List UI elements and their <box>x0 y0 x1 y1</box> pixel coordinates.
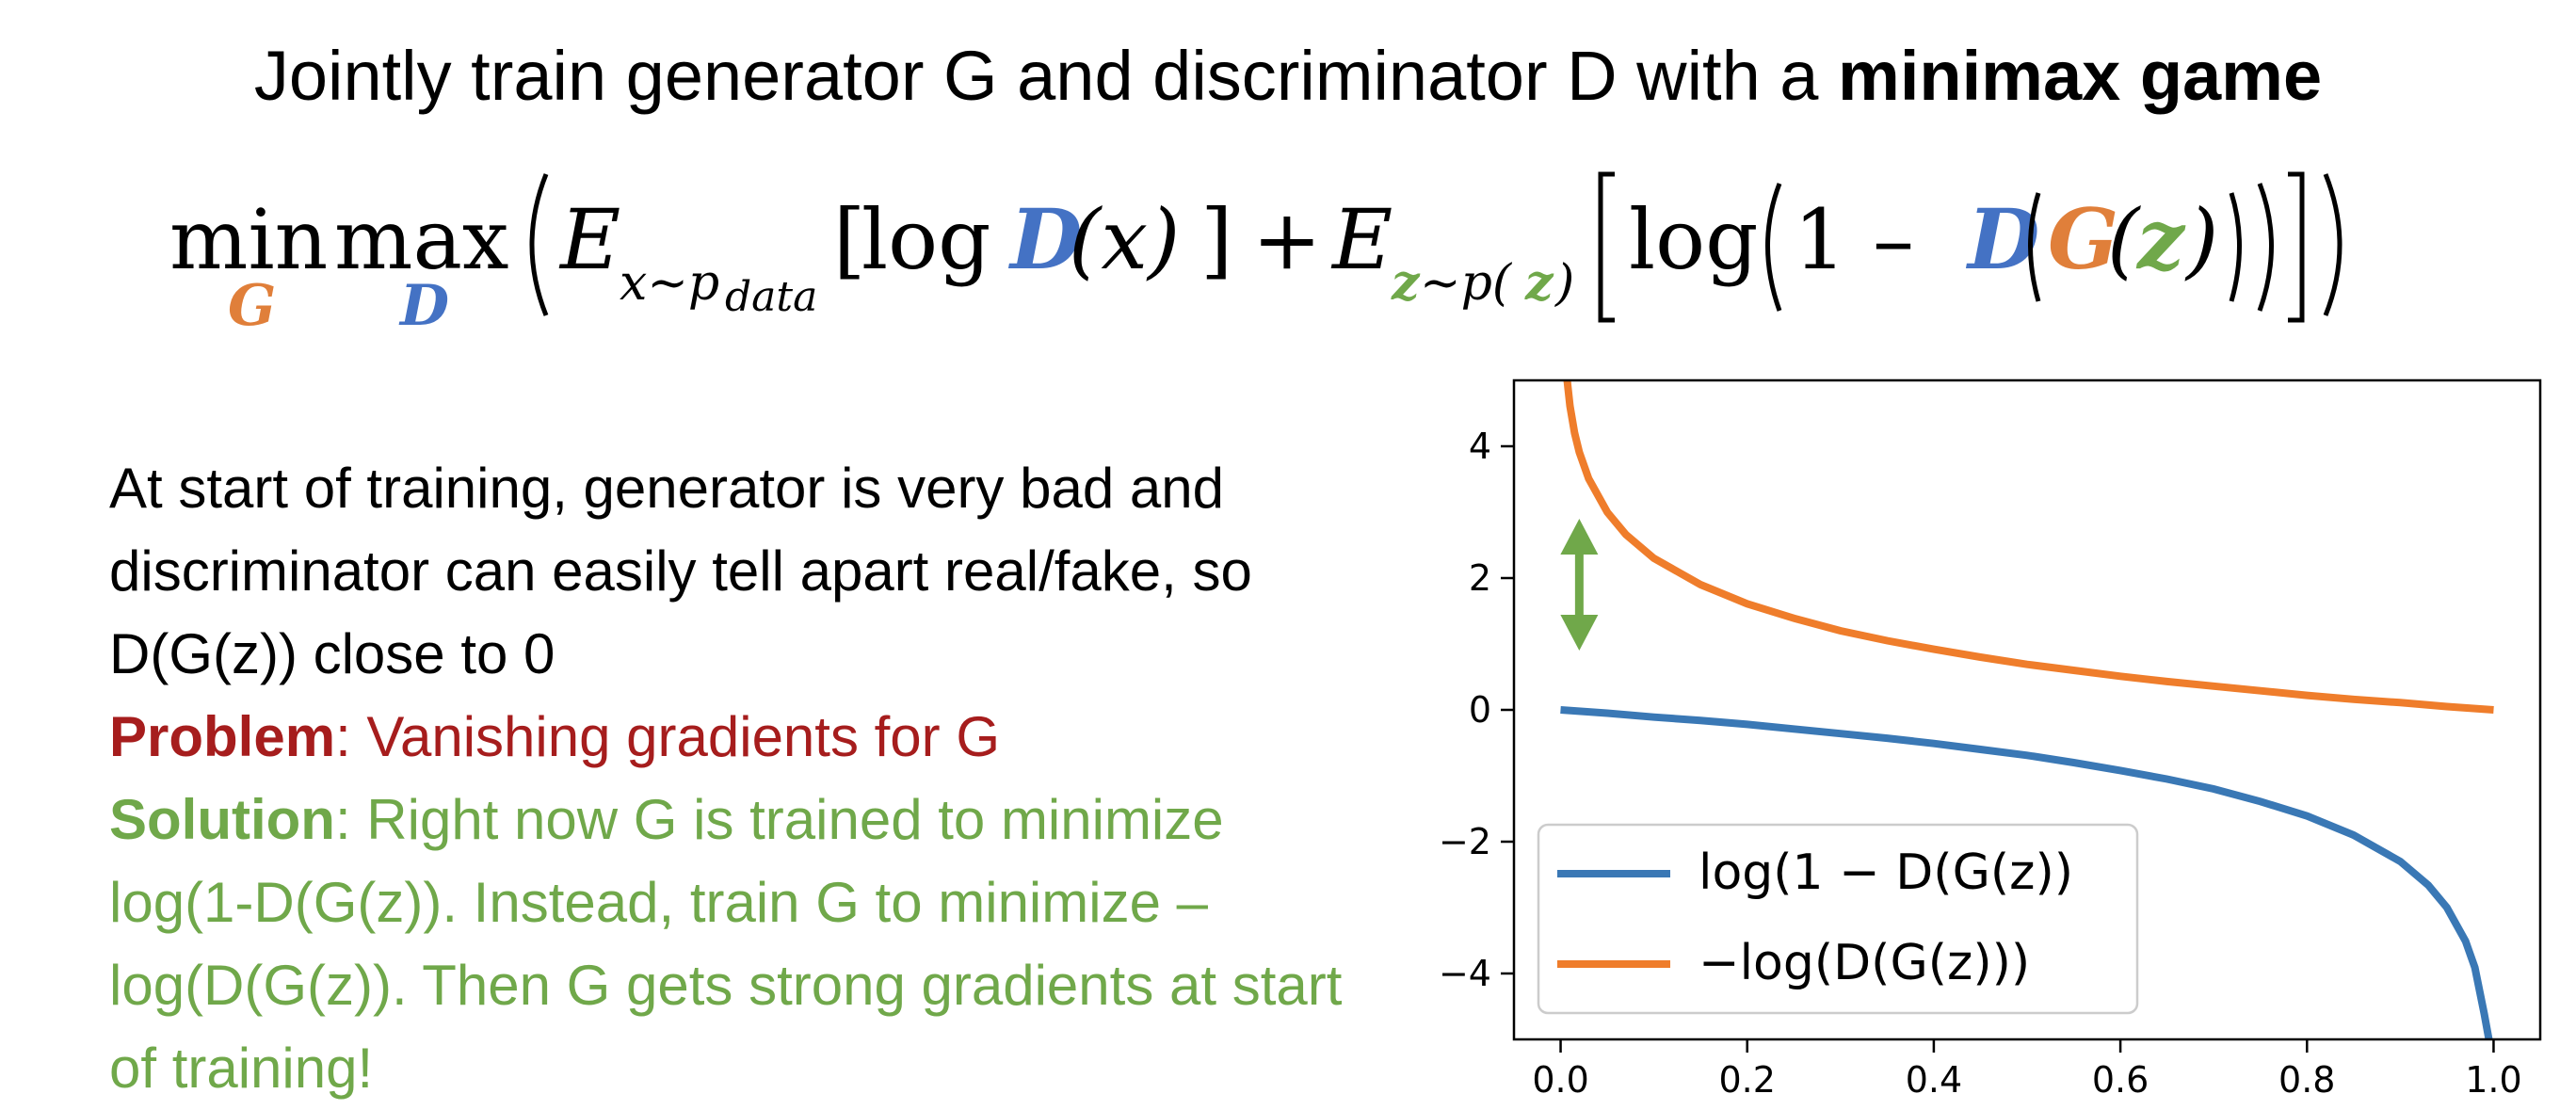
expectation-1: E <box>558 191 620 288</box>
formula-x: (x) <box>1069 191 1180 288</box>
expectation-2-sub-z: z <box>1391 254 1421 312</box>
series-line-1 <box>1563 380 2494 714</box>
slide-title: Jointly train generator G and discrimina… <box>0 36 2576 116</box>
x-tick-label: 1.0 <box>2465 1059 2521 1098</box>
formula-max-sub-d: D <box>398 273 449 339</box>
formula-min-sub-g: G <box>228 273 276 339</box>
y-tick-label: 0 <box>1469 689 1491 731</box>
formula-plus: + <box>1252 191 1322 288</box>
explanation-text: At start of training, generator is very … <box>109 447 1361 1110</box>
x-tick-label: 0.2 <box>1719 1059 1776 1098</box>
g-paren-open: ( <box>2107 191 2141 288</box>
expectation-1-sub-data: data <box>725 273 817 321</box>
formula-log-1: log <box>861 191 990 288</box>
solution-text: : Right now G is trained to minimize log… <box>109 788 1343 1100</box>
expectation-2: E <box>1330 191 1393 288</box>
legend-box <box>1537 823 2139 1015</box>
formula-z: z <box>2135 190 2186 288</box>
solution-paragraph: Solution: Right now G is trained to mini… <box>109 779 1361 1110</box>
expectation-1-sub: x~p <box>620 255 719 312</box>
legend-label-0: log(1 − D(G(z)) <box>1699 845 2073 901</box>
formula-log-2: log <box>1629 191 1758 288</box>
gap-arrow-head-up <box>1560 519 1599 555</box>
formula-d-2: D <box>1965 190 2039 288</box>
formula-d-1: D <box>1007 190 1082 288</box>
x-tick-label: 0.0 <box>1532 1059 1588 1098</box>
y-tick-label: −4 <box>1439 953 1491 994</box>
formula-g: G <box>2048 190 2118 288</box>
bracket-1-open: [ <box>833 191 865 288</box>
y-tick-label: 4 <box>1469 426 1491 467</box>
intro-paragraph: At start of training, generator is very … <box>109 457 1252 685</box>
log-paren-open <box>1765 183 1782 312</box>
bracket-2-close <box>2288 171 2305 323</box>
problem-label: Problem <box>109 705 336 768</box>
title-emphasis: minimax game <box>1838 37 2323 115</box>
expectation-2-sub-close: ) <box>1554 255 1574 312</box>
title-text: Jointly train generator G and discrimina… <box>253 37 1839 115</box>
legend-label-1: −log(D(G(z))) <box>1699 935 2030 991</box>
solution-label: Solution <box>109 788 335 851</box>
expectation-2-sub: ~p( <box>1420 255 1513 312</box>
g-paren-close: ) <box>2184 191 2218 288</box>
left-paren <box>529 173 549 316</box>
bracket-1-close: ] <box>1200 191 1232 288</box>
x-tick-label: 0.4 <box>1906 1059 1962 1098</box>
y-tick-label: −2 <box>1439 821 1491 862</box>
y-tick-label: 2 <box>1469 557 1491 599</box>
right-paren <box>2323 173 2343 316</box>
problem-text: : Vanishing gradients for G <box>335 705 1000 768</box>
formula-one-minus: 1 – <box>1794 191 1914 288</box>
series-line-0 <box>1560 706 2493 1039</box>
expectation-2-sub-z2: z <box>1524 254 1554 312</box>
x-tick-label: 0.6 <box>2092 1059 2149 1098</box>
problem-paragraph: Problem: Vanishing gradients for G <box>109 696 1361 779</box>
d-paren-open <box>2028 192 2041 302</box>
formula-min: min <box>169 191 328 288</box>
gap-arrow-head-down <box>1560 615 1599 651</box>
loss-curve-chart: 0.0 0.2 0.4 0.6 0.8 1.0 −4 −2 0 2 4 log(1 − D(G(z))… <box>1439 378 2542 1098</box>
bracket-2-open <box>1598 171 1615 323</box>
x-tick-label: 0.8 <box>2278 1059 2335 1098</box>
formula-max: max <box>334 191 509 288</box>
log-paren-close <box>2257 183 2274 312</box>
minimax-formula: min G max D E x~p data [ log D (x) ] + E… <box>169 171 2343 339</box>
d-paren-close <box>2229 192 2242 302</box>
